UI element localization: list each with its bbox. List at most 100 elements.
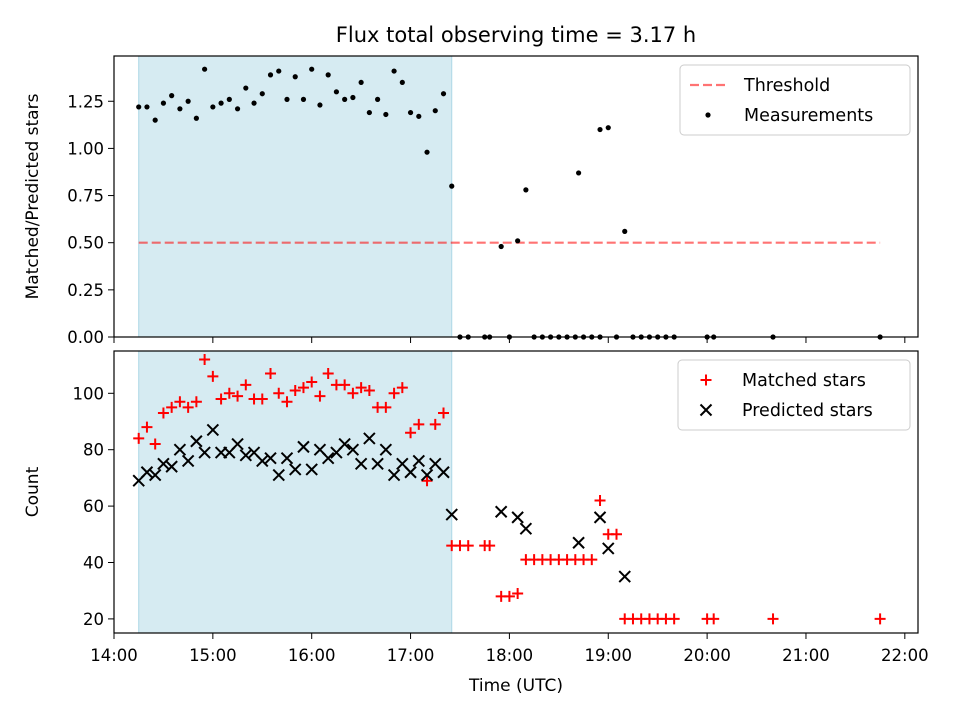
measurements-point xyxy=(333,89,340,95)
matched-stars-point xyxy=(503,590,515,602)
measurements-point xyxy=(193,115,199,121)
matched-stars-point xyxy=(215,393,227,405)
bottom-panel: 20 40 60 80 100 14:00 15:00 16:00 17:00 18:00 19:… xyxy=(23,350,929,696)
measurements-point xyxy=(210,104,216,110)
predicted-stars-point xyxy=(412,454,426,468)
measurements-point xyxy=(284,96,290,102)
predicted-stars-point xyxy=(354,457,368,471)
predicted-stars-point xyxy=(305,463,318,476)
top-observing-span xyxy=(138,55,453,338)
bottom-axes-frame xyxy=(113,350,919,634)
matched-stars-point xyxy=(182,401,194,413)
matched-stars-point xyxy=(306,376,318,388)
matched-stars-point xyxy=(297,382,309,394)
measurements-point xyxy=(432,108,438,114)
measurements-point xyxy=(202,66,208,72)
matched-stars-point xyxy=(363,384,375,396)
measurements-point xyxy=(309,66,315,72)
matched-stars-point xyxy=(265,368,277,380)
y-tick-label: 0.50 xyxy=(67,234,104,253)
matched-stars-point xyxy=(289,384,301,396)
measurements-point xyxy=(251,100,257,106)
measurements-point xyxy=(523,187,529,193)
measurements-point xyxy=(234,106,241,112)
y-tick-label: 1.00 xyxy=(67,139,104,158)
matched-stars-point xyxy=(708,613,720,625)
matched-stars-point xyxy=(512,588,524,600)
matched-stars-point xyxy=(413,418,425,430)
measurements-point xyxy=(342,96,348,102)
matched-stars-point xyxy=(133,432,145,444)
predicted-stars-point xyxy=(445,508,458,521)
predicted-stars-point xyxy=(321,451,335,465)
matched-stars-point xyxy=(141,421,153,433)
predicted-stars-point xyxy=(297,440,310,454)
matched-stars-point xyxy=(157,407,169,419)
predicted-stars-point xyxy=(289,463,302,476)
predicted-stars-point xyxy=(206,423,220,437)
measurements-point xyxy=(424,149,430,155)
matched-stars-point xyxy=(149,438,161,450)
predicted-stars-point xyxy=(572,536,585,549)
legend-label: Matched stars xyxy=(742,371,866,391)
matched-stars-point xyxy=(240,379,252,391)
matched-stars-point xyxy=(767,613,779,625)
measurements-point xyxy=(160,100,167,106)
matched-stars-point xyxy=(347,387,359,399)
measurements-point xyxy=(185,98,191,104)
top-axes-frame xyxy=(113,55,919,338)
y-tick-label: 1.25 xyxy=(67,92,104,111)
predicted-stars-point xyxy=(346,443,360,456)
matched-stars-point xyxy=(396,382,408,394)
x-tick-label: 20:00 xyxy=(683,646,731,665)
predicted-stars-point xyxy=(272,468,285,482)
predicted-stars-point xyxy=(280,451,294,465)
y-tick-label: 40 xyxy=(83,554,104,573)
bottom-legend: Matched stars Predicted stars xyxy=(677,359,911,431)
predicted-stars-point xyxy=(173,443,187,456)
measurements-point xyxy=(375,96,381,102)
matched-stars-point xyxy=(314,390,326,402)
matched-stars-point xyxy=(388,387,400,399)
bottom-x-ticks: 14:00 15:00 16:00 17:00 18:00 19:00 20:00 21:00… xyxy=(90,633,929,665)
matched-stars-point xyxy=(421,475,433,487)
measurements-point xyxy=(399,79,405,86)
measurements-point xyxy=(440,91,447,97)
matched-stars-point xyxy=(355,382,367,394)
measurements-point xyxy=(407,109,414,116)
predicted-stars-point xyxy=(437,466,450,479)
measurements-point xyxy=(416,113,422,119)
measurements-point xyxy=(515,238,521,244)
legend-box xyxy=(677,359,911,431)
predicted-stars-point xyxy=(165,460,178,473)
x-tick-label: 21:00 xyxy=(782,646,830,665)
predicted-stars-point xyxy=(140,466,154,479)
x-tick-label: 19:00 xyxy=(584,646,632,665)
predicted-stars-point xyxy=(494,505,508,518)
matched-stars-point xyxy=(322,368,334,380)
matched-stars-point xyxy=(438,407,450,419)
predicted-stars-point xyxy=(420,468,434,482)
measurements-point xyxy=(576,170,582,176)
matched-stars-point xyxy=(429,418,441,430)
predicted-stars-point xyxy=(511,511,524,524)
y-tick-label: 20 xyxy=(83,610,104,629)
measurements-point xyxy=(325,72,331,78)
top-y-axis-label: Matched/Predicted stars xyxy=(23,93,43,299)
legend-dot-swatch xyxy=(705,112,711,118)
matched-stars-point xyxy=(874,613,886,625)
measurements-point xyxy=(622,228,628,234)
x-tick-label: 14:00 xyxy=(90,646,138,665)
measurements-point xyxy=(218,100,224,106)
predicted-stars-point xyxy=(338,437,351,451)
predicted-stars-point xyxy=(379,443,393,456)
matched-stars-point xyxy=(281,396,293,408)
measurements-point xyxy=(169,93,175,99)
x-tick-label: 22:00 xyxy=(881,646,929,665)
measurements-point xyxy=(449,183,455,189)
matched-stars-point xyxy=(166,401,178,413)
top-x-ticks xyxy=(113,337,906,343)
predicted-stars-point xyxy=(239,449,253,462)
legend-plus-swatch xyxy=(700,374,712,386)
predicted-stars-point xyxy=(519,522,533,535)
